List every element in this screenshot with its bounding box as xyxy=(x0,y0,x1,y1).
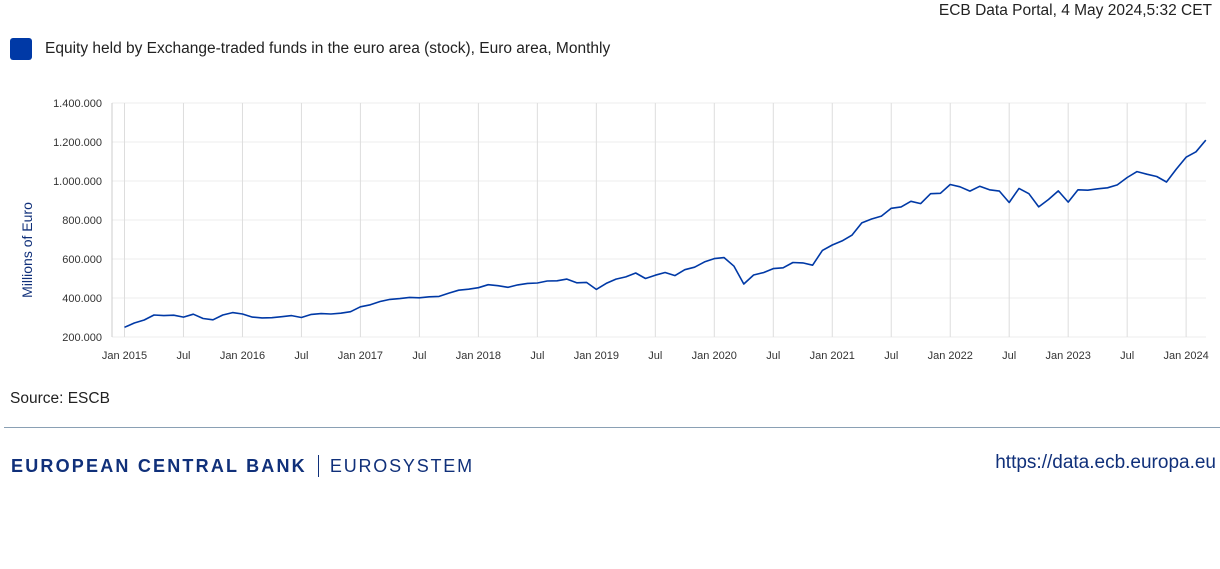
x-tick-label: Jul xyxy=(884,350,898,362)
x-tick-label: Jan 2020 xyxy=(692,350,737,362)
x-tick-label: Jul xyxy=(1120,350,1134,362)
series-line[interactable] xyxy=(124,139,1207,329)
x-tick-label: Jul xyxy=(412,350,426,362)
x-tick-label: Jul xyxy=(766,350,780,362)
x-tick-label: Jan 2019 xyxy=(574,350,619,362)
x-tick-label: Jan 2016 xyxy=(220,350,265,362)
x-tick-label: Jul xyxy=(294,350,308,362)
portal-timestamp: ECB Data Portal, 4 May 2024,5:32 CET xyxy=(938,2,1212,19)
y-tick-label: 800.000 xyxy=(62,215,102,227)
system-name: EUROSYSTEM xyxy=(329,455,474,476)
ecb-logo-wordmark: EUROPEAN CENTRAL BANK EUROSYSTEM xyxy=(11,455,474,477)
x-tick-label: Jul xyxy=(648,350,662,362)
source-note: Source: ESCB xyxy=(10,390,110,407)
y-tick-label: 200.000 xyxy=(62,332,102,344)
x-tick-label: Jan 2023 xyxy=(1046,350,1091,362)
x-tick-label: Jan 2017 xyxy=(338,350,383,362)
y-tick-label: 400.000 xyxy=(62,293,102,305)
y-tick-label: 1.400.000 xyxy=(53,98,102,110)
x-tick-label: Jan 2018 xyxy=(456,350,501,362)
series-group xyxy=(124,139,1207,329)
x-tick-label: Jan 2015 xyxy=(102,350,147,362)
y-axis: 200.000 400.000 600.000 800.000 1.000.000 1.2… xyxy=(53,98,113,344)
y-tick-label: 1.000.000 xyxy=(53,176,102,188)
y-tick-label: 1.200.000 xyxy=(53,137,102,149)
x-tick-label: Jul xyxy=(176,350,190,362)
legend-label: Equity held by Exchange-traded funds in … xyxy=(45,40,611,57)
y-axis-title: Millions of Euro xyxy=(19,202,35,298)
x-tick-label: Jan 2022 xyxy=(928,350,973,362)
x-axis: Jan 2015 Jul Jan 2016 Jul Jan 2017 Jul Jan 201… xyxy=(102,350,1209,362)
x-tick-label: Jul xyxy=(1002,350,1016,362)
chart-legend[interactable]: Equity held by Exchange-traded funds in … xyxy=(10,38,610,60)
line-chart: 200.000 400.000 600.000 800.000 1.000.000 1.2… xyxy=(19,98,1209,362)
chart-grid xyxy=(112,102,1206,338)
x-tick-label: Jan 2024 xyxy=(1164,350,1209,362)
footer-divider xyxy=(4,427,1220,428)
x-tick-label: Jul xyxy=(530,350,544,362)
portal-url-link[interactable]: https://data.ecb.europa.eu xyxy=(995,452,1216,473)
y-tick-label: 600.000 xyxy=(62,254,102,266)
legend-swatch xyxy=(10,38,32,60)
x-tick-label: Jan 2021 xyxy=(810,350,855,362)
wordmark-separator xyxy=(317,455,319,477)
bank-name: EUROPEAN CENTRAL BANK xyxy=(11,455,307,476)
